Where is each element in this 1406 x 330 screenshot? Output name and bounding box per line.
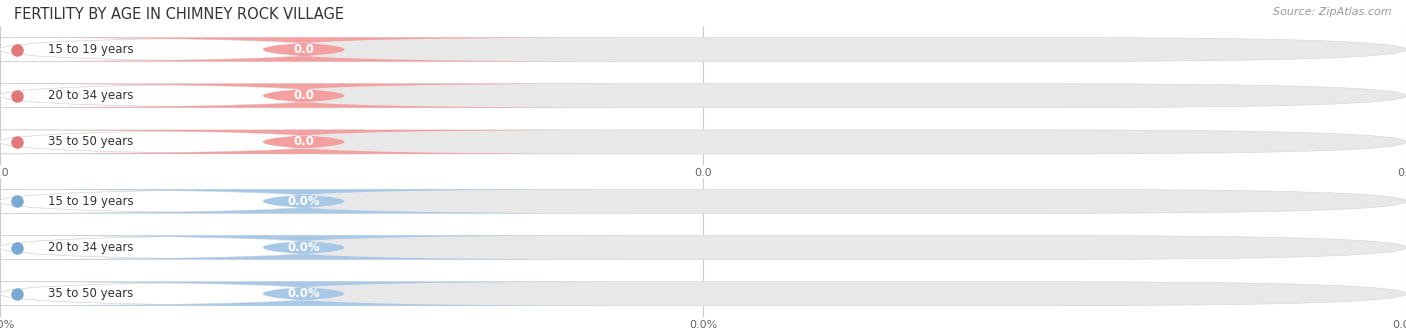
Text: 0.0%: 0.0% [287, 241, 321, 254]
FancyBboxPatch shape [0, 236, 628, 259]
FancyBboxPatch shape [0, 38, 366, 61]
Text: 20 to 34 years: 20 to 34 years [48, 89, 134, 102]
FancyBboxPatch shape [0, 84, 366, 108]
FancyBboxPatch shape [0, 38, 628, 61]
Text: Source: ZipAtlas.com: Source: ZipAtlas.com [1274, 7, 1392, 16]
Text: 0.0%: 0.0% [287, 287, 321, 300]
FancyBboxPatch shape [0, 84, 1406, 108]
FancyBboxPatch shape [0, 282, 366, 306]
FancyBboxPatch shape [0, 130, 366, 154]
FancyBboxPatch shape [0, 130, 1406, 154]
Text: 35 to 50 years: 35 to 50 years [48, 287, 134, 300]
Text: 0.0%: 0.0% [287, 195, 321, 208]
FancyBboxPatch shape [0, 189, 628, 213]
Text: FERTILITY BY AGE IN CHIMNEY ROCK VILLAGE: FERTILITY BY AGE IN CHIMNEY ROCK VILLAGE [14, 7, 344, 21]
FancyBboxPatch shape [0, 38, 1406, 61]
Text: 0.0: 0.0 [294, 43, 314, 56]
FancyBboxPatch shape [0, 236, 1406, 259]
Text: 20 to 34 years: 20 to 34 years [48, 241, 134, 254]
Text: 0.0: 0.0 [294, 89, 314, 102]
FancyBboxPatch shape [0, 189, 1406, 213]
FancyBboxPatch shape [0, 130, 628, 154]
FancyBboxPatch shape [0, 282, 1406, 306]
FancyBboxPatch shape [0, 236, 366, 259]
FancyBboxPatch shape [0, 84, 628, 108]
Text: 15 to 19 years: 15 to 19 years [48, 43, 134, 56]
FancyBboxPatch shape [0, 282, 628, 306]
Text: 35 to 50 years: 35 to 50 years [48, 135, 134, 148]
FancyBboxPatch shape [0, 189, 366, 213]
Text: 0.0: 0.0 [294, 135, 314, 148]
Text: 15 to 19 years: 15 to 19 years [48, 195, 134, 208]
